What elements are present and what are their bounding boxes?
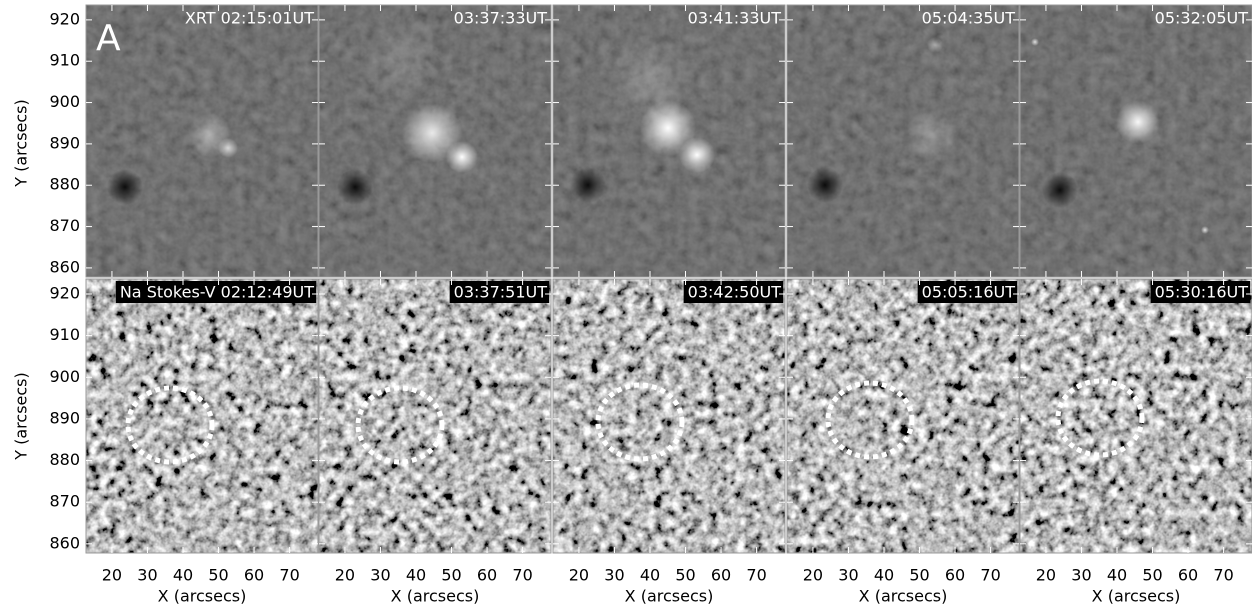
x-tick-label: 20 (335, 566, 355, 585)
x-tick-label: 50 (675, 566, 695, 585)
y-tick-label: 890 (49, 133, 80, 152)
x-tick-label: 60 (244, 566, 264, 585)
panel-title: 05:32:05UT (1155, 9, 1249, 28)
image-panel (787, 5, 1019, 277)
x-tick-label: 40 (406, 566, 426, 585)
dark-spot (107, 169, 143, 205)
panel-image (553, 279, 785, 553)
x-tick-label: 20 (803, 566, 823, 585)
x-tick-label: 70 (980, 566, 1000, 585)
bright-loop (679, 137, 715, 173)
x-tick-label: 50 (1142, 566, 1162, 585)
panel-image (319, 279, 551, 553)
x-axis-label: X (arcsecs) (625, 587, 714, 606)
dark-spot (807, 167, 843, 203)
x-tick-label: 60 (1178, 566, 1198, 585)
image-panel (553, 5, 785, 277)
x-tick-label: 20 (569, 566, 589, 585)
image-panel (86, 5, 318, 277)
x-tick-label: 70 (1213, 566, 1233, 585)
panel-title: 03:37:33UT (454, 9, 548, 28)
figure: Y (arcsecs) Y (arcsecs) XRT 02:15:01UT 86… (0, 0, 1252, 609)
y-tick-label: 860 (49, 257, 80, 276)
x-tick-label: 50 (208, 566, 228, 585)
x-axis-label: X (arcsecs) (859, 587, 948, 606)
figure-label: A (96, 18, 121, 59)
x-tick-label: 30 (838, 566, 858, 585)
bright-loop (218, 138, 238, 158)
panel-title: 03:42:50UT (688, 283, 782, 302)
panel-image (787, 279, 1019, 553)
image-panel (319, 5, 551, 277)
x-tick-label: 60 (945, 566, 965, 585)
x-axis-label: X (arcsecs) (158, 587, 247, 606)
x-tick-label: 40 (874, 566, 894, 585)
bright-loop (1031, 38, 1039, 46)
dark-spot (570, 167, 606, 203)
bright-loop (360, 20, 440, 100)
x-tick-label: 50 (909, 566, 929, 585)
x-tick-label: 70 (746, 566, 766, 585)
x-tick-label: 40 (1107, 566, 1127, 585)
x-axis-label: X (arcsecs) (1092, 587, 1181, 606)
panel-image (86, 279, 318, 553)
x-tick-label: 20 (1036, 566, 1056, 585)
x-tick-label: 40 (173, 566, 193, 585)
image-panel (787, 279, 1019, 553)
panel-tint (787, 5, 1019, 277)
y-tick-label: 880 (49, 175, 80, 194)
x-tick-label: 30 (370, 566, 390, 585)
x-tick-label: 40 (640, 566, 660, 585)
y-tick-label: 890 (49, 408, 80, 427)
x-tick-label: 60 (711, 566, 731, 585)
y-tick-label: 920 (49, 9, 80, 28)
dark-spot (1042, 172, 1078, 208)
panel-title: 03:41:33UT (688, 9, 782, 28)
x-tick-label: 30 (137, 566, 157, 585)
x-tick-label: 70 (279, 566, 299, 585)
x-tick-label: 70 (512, 566, 532, 585)
y-tick-label: 870 (49, 216, 80, 235)
bright-loop (446, 141, 478, 173)
panel-title: 05:05:16UT (922, 283, 1016, 302)
y-axis-label: Y (arcsecs) (12, 372, 31, 460)
y-tick-label: 880 (49, 450, 80, 469)
panel-title: 05:30:16UT (1155, 283, 1249, 302)
y-tick-label: 870 (49, 492, 80, 511)
x-tick-label: 60 (477, 566, 497, 585)
y-tick-label: 900 (49, 367, 80, 386)
image-panel (553, 279, 785, 553)
y-tick-label: 910 (49, 51, 80, 70)
x-tick-label: 20 (102, 566, 122, 585)
y-tick-label: 900 (49, 92, 80, 111)
bright-loop (905, 110, 955, 160)
panel-image (1020, 279, 1252, 553)
image-panel (1020, 279, 1252, 553)
y-tick-label: 920 (49, 283, 80, 302)
panel-title: 03:37:51UT (454, 283, 548, 302)
image-panel (86, 279, 318, 553)
x-axis-label: X (arcsecs) (391, 587, 480, 606)
panel-title: Na Stokes-V 02:12:49UT (120, 283, 314, 302)
panel-title: 05:04:35UT (922, 9, 1016, 28)
panel-title: XRT 02:15:01UT (185, 9, 314, 28)
y-tick-label: 910 (49, 325, 80, 344)
bright-loop (927, 37, 943, 53)
image-panel (1020, 5, 1252, 277)
x-tick-label: 50 (441, 566, 461, 585)
y-tick-label: 860 (49, 533, 80, 552)
page: Y (arcsecs) Y (arcsecs) XRT 02:15:01UT 86… (0, 0, 1252, 613)
y-axis-label: Y (arcsecs) (12, 99, 31, 187)
image-panel (319, 279, 551, 553)
dark-spot (337, 169, 373, 205)
x-tick-label: 30 (604, 566, 624, 585)
bright-loop (605, 35, 695, 125)
bright-loop (1201, 226, 1209, 234)
bright-loop (1116, 100, 1160, 144)
x-tick-label: 30 (1071, 566, 1091, 585)
